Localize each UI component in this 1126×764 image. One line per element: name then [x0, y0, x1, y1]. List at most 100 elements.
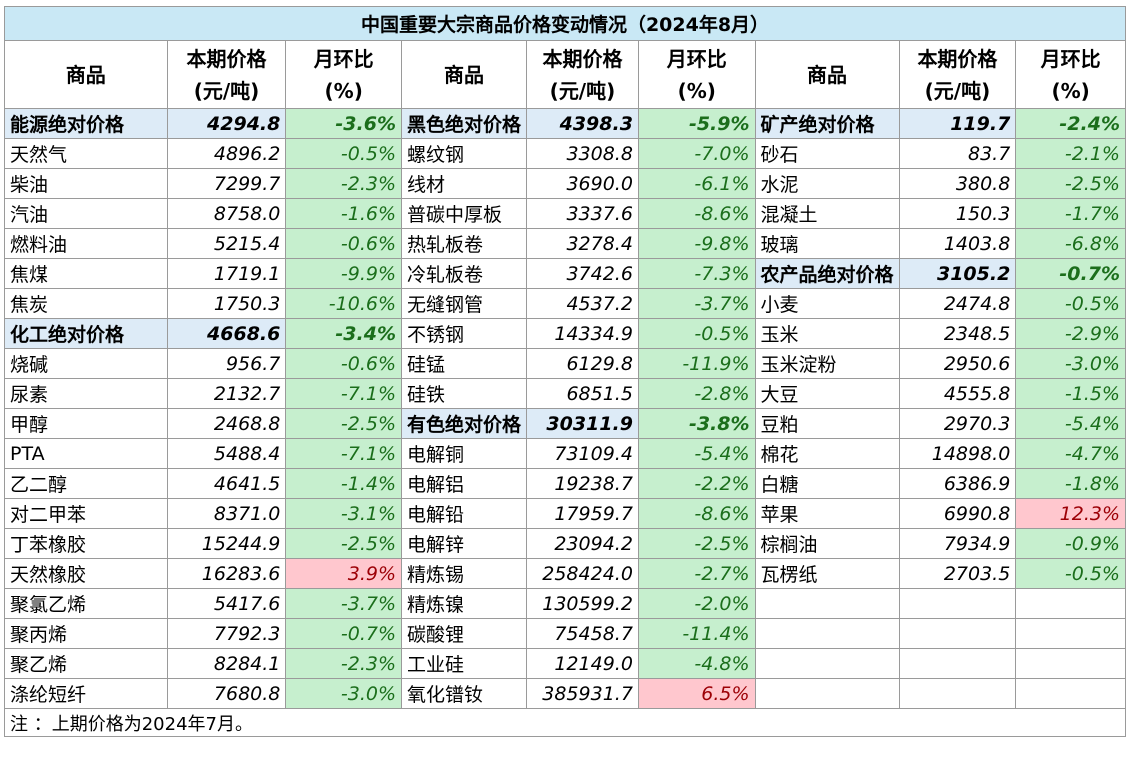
month-change-cell: -3.0%: [285, 678, 403, 709]
commodity-name: 对二甲苯: [4, 498, 168, 529]
price-cell: 2348.5: [898, 318, 1017, 349]
commodity-name: 玉米淀粉: [754, 348, 900, 379]
price-cell: 3278.4: [526, 228, 639, 259]
commodity-name: 柴油: [4, 168, 168, 199]
table-row: 甲醇 2468.8 -2.5% 有色绝对价格 30311.9 -3.8% 豆粕 2970.3-…: [4, 408, 1126, 439]
month-change-cell: -1.7%: [1015, 198, 1126, 229]
commodity-name: 焦煤: [4, 258, 168, 289]
commodity-name: 电解铝: [401, 468, 528, 499]
price-cell: 19238.7: [526, 468, 639, 499]
month-change-cell: -9.8%: [637, 228, 756, 259]
empty-cell: [898, 588, 1017, 619]
table-row: 尿素 2132.7 -7.1% 硅铁 6851.5 -2.8% 大豆 4555.8 -1.5%: [4, 378, 1126, 409]
price-cell: 75458.7: [526, 618, 639, 649]
empty-cell: [1015, 648, 1126, 679]
commodity-name: 小麦: [754, 288, 900, 319]
month-change-cell: -5.4%: [637, 438, 756, 469]
price-cell: 6129.8: [526, 348, 639, 379]
commodity-name: 大豆: [754, 378, 900, 409]
table-row: 能源绝对价格 4294.8 -3.6% 黑色绝对价格 4398.3 -5.9% 矿产绝对价格…: [4, 108, 1126, 139]
commodity-price-table: 中国重要大宗商品价格变动情况（2024年8月） 商品 本期价格 (元/吨) 月环比…: [4, 6, 1126, 737]
commodity-name: 白糖: [754, 468, 900, 499]
commodity-name: 涤纶短纤: [4, 678, 168, 709]
month-change-cell: -11.4%: [637, 618, 756, 649]
price-cell: 380.8: [898, 168, 1017, 199]
month-change-cell: -3.1%: [285, 498, 403, 529]
month-change-cell: -3.0%: [1015, 348, 1126, 379]
commodity-name: 普碳中厚板: [401, 198, 528, 229]
price-cell: 5488.4: [166, 438, 287, 469]
category-aggregate-name: 能源绝对价格: [4, 108, 168, 139]
price-cell: 5417.6: [166, 588, 287, 619]
price-cell: 8758.0: [166, 198, 287, 229]
month-change-cell: -2.7%: [637, 558, 756, 589]
price-cell: 4555.8: [898, 378, 1017, 409]
commodity-name: 精炼锡: [401, 558, 528, 589]
commodity-name: 线材: [401, 168, 528, 199]
empty-cell: [754, 588, 900, 619]
price-cell: 3690.0: [526, 168, 639, 199]
commodity-name: 冷轧板卷: [401, 258, 528, 289]
price-cell: 2474.8: [898, 288, 1017, 319]
month-change-cell: -0.5%: [1015, 558, 1126, 589]
month-change-cell: -5.9%: [637, 108, 756, 139]
month-change-cell: -0.7%: [1015, 258, 1126, 289]
header-change: 月环比 (%): [637, 40, 756, 109]
commodity-name: 精炼镍: [401, 588, 528, 619]
table-title: 中国重要大宗商品价格变动情况（2024年8月）: [4, 6, 1126, 41]
commodity-name: 汽油: [4, 198, 168, 229]
month-change-cell: 3.9%: [285, 558, 403, 589]
commodity-name: 丁苯橡胶: [4, 528, 168, 559]
commodity-name: 碳酸锂: [401, 618, 528, 649]
price-cell: 1719.1: [166, 258, 287, 289]
category-aggregate-name: 化工绝对价格: [4, 318, 168, 349]
empty-cell: [898, 648, 1017, 679]
commodity-name: 混凝土: [754, 198, 900, 229]
commodity-name: 棕榈油: [754, 528, 900, 559]
month-change-cell: -10.6%: [285, 288, 403, 319]
commodity-name: 苹果: [754, 498, 900, 529]
table-row: 乙二醇 4641.5 -1.4% 电解铝 19238.7 -2.2% 白糖 6386.9 -1.…: [4, 468, 1126, 499]
month-change-cell: -2.9%: [1015, 318, 1126, 349]
commodity-name: 水泥: [754, 168, 900, 199]
header-row: 商品 本期价格 (元/吨) 月环比 (%) 商品 本期价格 (元/吨) 月环比 (%) …: [4, 40, 1126, 109]
price-cell: 258424.0: [526, 558, 639, 589]
price-cell: 2468.8: [166, 408, 287, 439]
price-cell: 2703.5: [898, 558, 1017, 589]
price-cell: 8371.0: [166, 498, 287, 529]
month-change-cell: -0.5%: [1015, 288, 1126, 319]
month-change-cell: -0.5%: [637, 318, 756, 349]
price-cell: 130599.2: [526, 588, 639, 619]
price-cell: 7792.3: [166, 618, 287, 649]
price-cell: 4398.3: [526, 108, 639, 139]
month-change-cell: -7.3%: [637, 258, 756, 289]
category-aggregate-name: 农产品绝对价格: [754, 258, 900, 289]
price-cell: 2970.3: [898, 408, 1017, 439]
month-change-cell: -2.5%: [285, 408, 403, 439]
month-change-cell: -7.1%: [285, 378, 403, 409]
empty-cell: [1015, 588, 1126, 619]
month-change-cell: -1.8%: [1015, 468, 1126, 499]
commodity-name: 豆粕: [754, 408, 900, 439]
empty-cell: [1015, 678, 1126, 709]
table-row: 聚乙烯 8284.1 -2.3% 工业硅 12149.0 -4.8%: [4, 648, 1126, 679]
commodity-name: 棉花: [754, 438, 900, 469]
empty-cell: [754, 618, 900, 649]
commodity-name: 无缝钢管: [401, 288, 528, 319]
price-cell: 3337.6: [526, 198, 639, 229]
month-change-cell: -2.3%: [285, 168, 403, 199]
price-cell: 2950.6: [898, 348, 1017, 379]
price-cell: 5215.4: [166, 228, 287, 259]
empty-cell: [898, 618, 1017, 649]
commodity-name: 甲醇: [4, 408, 168, 439]
price-cell: 7299.7: [166, 168, 287, 199]
commodity-name: 硅锰: [401, 348, 528, 379]
price-cell: 15244.9: [166, 528, 287, 559]
month-change-cell: -7.1%: [285, 438, 403, 469]
price-cell: 4294.8: [166, 108, 287, 139]
month-change-cell: -2.3%: [285, 648, 403, 679]
table-row: 化工绝对价格 4668.6 -3.4% 不锈钢 14334.9 -0.5% 玉米 2348.5…: [4, 318, 1126, 349]
commodity-name: 瓦楞纸: [754, 558, 900, 589]
month-change-cell: -0.5%: [285, 138, 403, 169]
commodity-name: 热轧板卷: [401, 228, 528, 259]
